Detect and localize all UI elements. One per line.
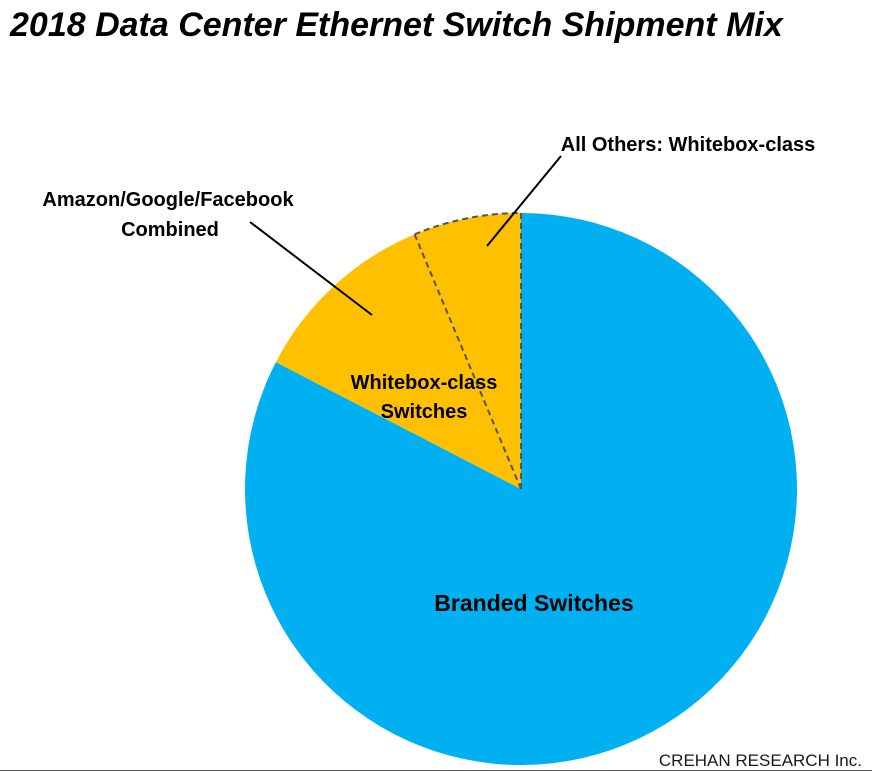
callout-leader-all-others	[486, 155, 562, 247]
callout-amazon-google-facebook-line-2: Combined	[121, 219, 219, 241]
callout-all-others-whitebox-class: All Others: Whitebox-class	[561, 134, 816, 156]
source-credit: CREHAN RESEARCH Inc.	[658, 751, 862, 770]
pie-slice-amazon-google-facebook-combined	[275, 234, 521, 489]
slice-label-branded-switches: Branded Switches	[434, 590, 633, 616]
callout-leader-amazon-google-facebook	[249, 221, 373, 316]
chart-title: 2018 Data Center Ethernet Switch Shipmen…	[10, 6, 783, 44]
callout-amazon-google-facebook-line-1: Amazon/Google/Facebook	[42, 189, 294, 211]
pie-slice-all-others-whitebox-class	[414, 213, 521, 489]
group-label-line-2: Switches	[381, 401, 468, 423]
pie-slice-branded-switches	[245, 213, 797, 766]
whitebox-divider-1	[413, 233, 522, 490]
group-label-line-1: Whitebox-class	[351, 372, 498, 394]
whitebox-arc-divider	[414, 212, 522, 236]
